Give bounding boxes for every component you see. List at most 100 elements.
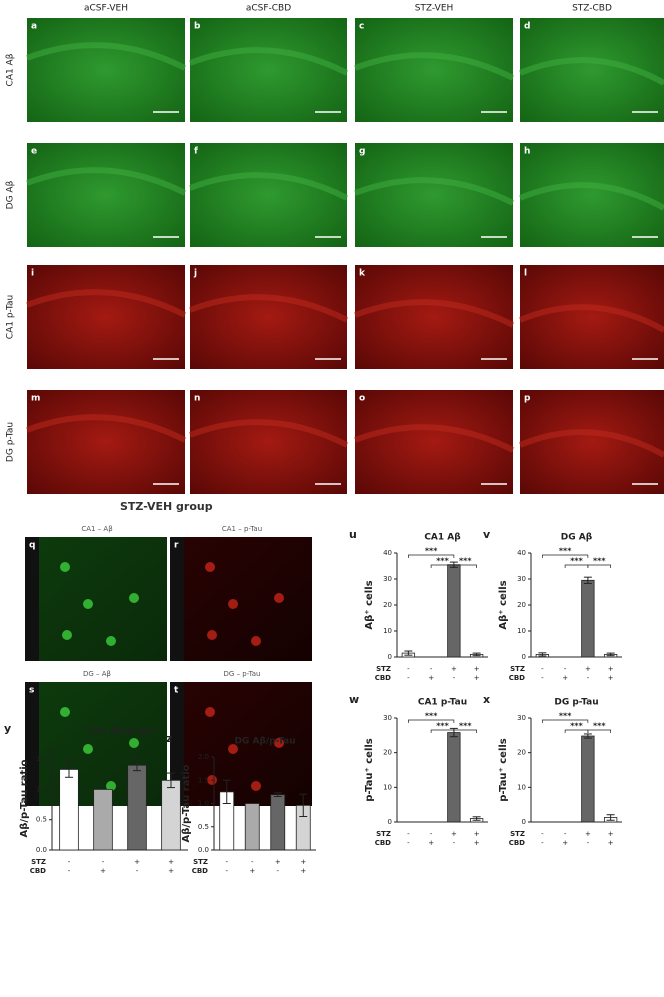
condition-sign: + [168,867,174,875]
y-axis-label: Aβ/p-Tau ratio [19,759,30,837]
y-tick-label: 30 [517,575,526,583]
panel-letter: r [174,541,179,551]
condition-sign: - [587,674,590,682]
condition-sign: - [453,839,456,847]
tissue-band [518,304,664,333]
cell-body [62,630,72,640]
y-tick-label: 30 [383,714,392,722]
y-tick-label: 1.0 [36,785,47,793]
significance-bracket [453,564,477,568]
condition-sign: - [136,867,139,875]
y-tick-label: 1.5 [36,755,47,763]
tissue-band [188,47,349,76]
condition-sign: + [134,858,140,866]
significance-bracket [453,729,477,733]
y-tick-label: 40 [383,549,392,557]
chart-letter: w [349,693,359,706]
column-header: STZ-VEH [415,4,454,14]
condition-sign: - [541,830,544,838]
significance-label: *** [436,557,449,566]
error-bar [472,816,481,821]
condition-sign: - [276,867,279,875]
y-tick-label: 0.0 [36,846,47,854]
panel-letter: c [359,22,364,32]
y-tick-label: 0 [522,653,526,661]
condition-sign: - [430,830,433,838]
micrograph [190,390,347,494]
tissue-band [518,57,664,86]
cell-body [274,738,284,748]
y-tick-label: 2.0 [198,753,209,761]
error-bar [65,761,73,778]
condition-sign: + [608,830,614,838]
y-tick-label: 20 [383,601,392,609]
condition-name: STZ [510,665,525,673]
panel-letter: s [29,686,34,696]
condition-sign: - [564,830,567,838]
y-axis-label: Aβ⁺ cells [498,580,509,629]
y-axis-label: p-Tau⁺ cells [498,738,509,802]
significance-bracket [587,729,611,733]
condition-name: CBD [375,839,391,847]
chart-title: DG p-Tau [554,698,598,708]
condition-name: STZ [31,858,46,866]
micrograph [27,265,185,369]
micrograph [27,143,185,247]
panel-letter: f [194,147,198,157]
error-bar [133,759,141,772]
significance-label: *** [459,722,472,731]
tissue-band [518,182,664,211]
tissue-band [25,167,187,196]
cell-body [106,781,116,791]
significance-bracket [408,719,455,723]
significance-label: *** [425,547,438,556]
condition-sign: + [100,867,106,875]
confocal-image [170,537,312,661]
bar [127,764,147,851]
condition-sign: - [453,674,456,682]
significance-label: *** [570,722,583,731]
condition-sign: + [474,839,480,847]
confocal-image [25,537,167,661]
condition-sign: + [474,830,480,838]
error-bar [606,652,615,657]
significance-bracket [587,564,611,568]
tissue-band [353,52,515,81]
cell-body [205,562,215,572]
cell-body [83,744,93,754]
micrograph [190,143,347,247]
cell-body [129,593,139,603]
condition-name: STZ [193,858,208,866]
panel-letter: a [31,22,37,32]
chart-title: CA1 Aβ [424,533,461,543]
significance-label: *** [593,722,606,731]
condition-name: CBD [509,839,525,847]
dark-strip [170,537,184,661]
tissue-band [188,172,349,201]
y-tick-label: 20 [517,601,526,609]
condition-sign: - [407,665,410,673]
condition-sign: + [474,665,480,673]
significance-label: *** [570,557,583,566]
confocal-image [170,682,312,806]
y-tick-label: 0 [522,818,526,826]
group-title: STZ-VEH group [120,500,213,513]
micrograph [355,143,513,247]
row-label: CA1 Aβ [6,53,16,86]
y-tick-label: 20 [517,749,526,757]
tissue-band [518,429,664,458]
significance-label: *** [593,557,606,566]
bar [447,564,461,658]
error-bar [299,793,308,818]
tissue-band [188,419,349,448]
condition-sign: - [225,867,228,875]
bar [581,579,595,658]
cell-body [228,744,238,754]
significance-bracket [408,554,455,558]
error-bar [583,733,592,739]
condition-name: STZ [376,830,391,838]
panel-letter: i [31,269,34,279]
condition-sign: - [430,665,433,673]
chart-letter: z [166,732,172,745]
